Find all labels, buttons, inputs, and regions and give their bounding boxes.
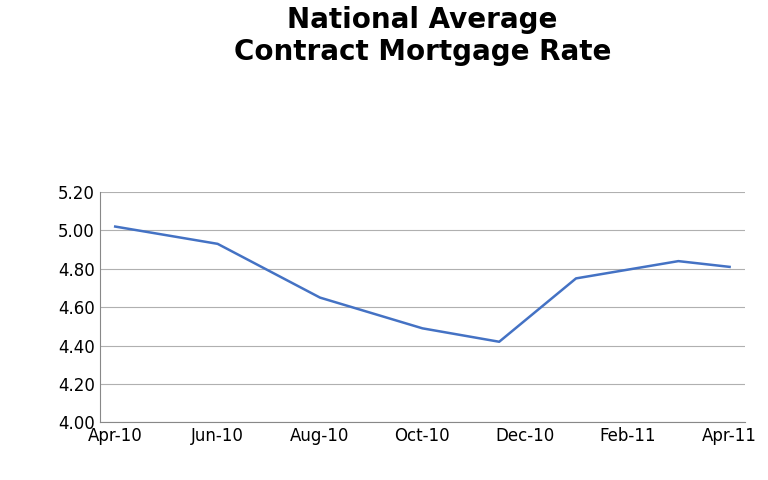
Title: National Average
Contract Mortgage Rate: National Average Contract Mortgage Rate xyxy=(233,6,611,66)
